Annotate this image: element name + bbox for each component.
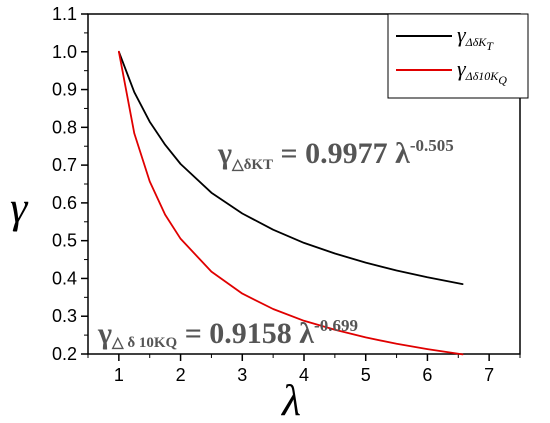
legend-entry-0: γΔδKT [457, 22, 494, 53]
y-tick-label: 0.5 [52, 231, 77, 251]
x-tick-label: 3 [237, 365, 247, 385]
x-tick-label: 2 [176, 365, 186, 385]
fit-equation-red: γ△ δ 10KQ = 0.9158 λ-0.699 [97, 316, 358, 351]
y-tick-label: 0.4 [52, 268, 77, 288]
series-line-0 [118, 50, 464, 286]
x-tick-label: 6 [422, 365, 432, 385]
y-tick-label: 0.9 [52, 80, 77, 100]
legend-box [387, 13, 529, 99]
y-tick-label: 1.0 [52, 42, 77, 62]
y-tick-label: 0.7 [52, 155, 77, 175]
y-tick-label: 0.8 [52, 117, 77, 137]
x-tick-label: 1 [114, 365, 124, 385]
x-tick-label: 7 [484, 365, 494, 385]
x-tick-label: 5 [361, 365, 371, 385]
y-tick-label: 0.6 [52, 193, 77, 213]
y-tick-label: 1.1 [52, 4, 77, 24]
fit-equation-black: γ△δKT = 0.9977 λ-0.505 [217, 136, 454, 173]
series-line-1 [118, 50, 464, 356]
series-lines [118, 50, 464, 356]
y-tick-label: 0.2 [52, 344, 77, 364]
legend: γΔδKT γΔδ10KQ [387, 13, 529, 99]
y-axis-label: γ [10, 183, 29, 232]
legend-entry-1: γΔδ10KQ [457, 56, 507, 87]
x-tick-label: 4 [299, 365, 309, 385]
x-axis-label: λ [280, 376, 301, 423]
y-tick-label: 0.3 [52, 306, 77, 326]
ticks: 1 2 3 4 5 6 7 0.2 0.3 0.4 0.5 0.6 0.7 0.8 0.9 1.0 1.1 [52, 4, 521, 385]
